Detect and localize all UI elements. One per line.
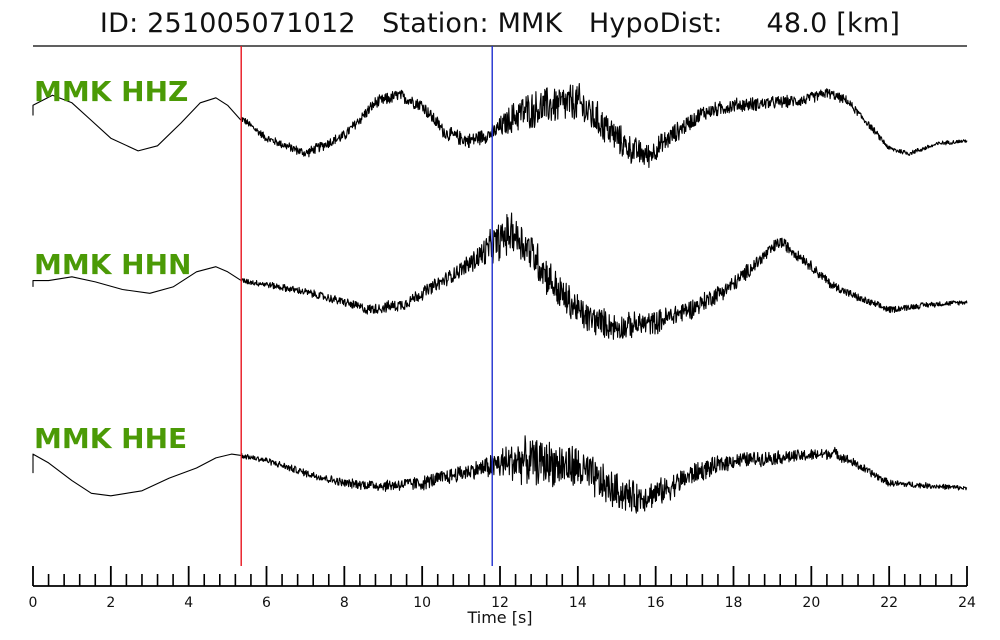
picks-group [240,46,493,566]
x-tick-label: 6 [262,595,271,611]
trace-label-mmk-hhe: MMK HHE [34,422,187,455]
x-tick-label: 24 [958,595,976,611]
hypodist-unit: [km] [836,8,901,39]
traces-group [32,82,968,514]
x-tick-label: 2 [106,595,115,611]
trace-mmk-hhe [32,435,968,514]
x-tick-label: 16 [647,595,665,611]
event-id-label: ID: [99,8,139,39]
trace-mmk-hhn [32,212,968,340]
trace-labels-group: MMK HHZ MMK HHN MMK HHE [34,75,191,455]
x-tick-label: 8 [340,595,349,611]
station-value: MMK [497,8,563,39]
x-tick-label: 0 [29,595,38,611]
x-axis-title: Time [s] [466,608,532,627]
chart-title: ID: 251005071012 Station: MMK HypoDist: … [0,8,1000,39]
trace-mmk-hhz [32,82,968,169]
trace-label-mmk-hhn: MMK HHN [34,248,191,281]
x-tick-label: 14 [569,595,587,611]
x-tick-label: 4 [184,595,193,611]
x-tick-label: 10 [413,595,431,611]
hypodist-value: 48.0 [766,8,828,39]
event-id-value: 251005071012 [147,8,356,39]
x-tick-label: 18 [725,595,743,611]
trace-label-mmk-hhz: MMK HHZ [34,75,188,108]
station-label: Station: [382,8,489,39]
x-tick-label: 12 [491,595,509,611]
hypodist-label: HypoDist: [588,8,723,39]
x-tick-label: 20 [802,595,820,611]
x-tick-label: 22 [880,595,898,611]
